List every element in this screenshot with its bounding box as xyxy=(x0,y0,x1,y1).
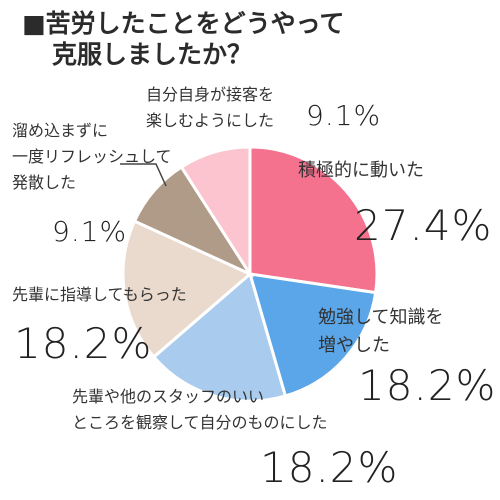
pct-mentor: 18.2% xyxy=(14,319,153,368)
pct-enjoy: 9.1% xyxy=(306,99,382,132)
leader-line-refresh xyxy=(120,163,167,187)
chart-title: ■苦労したことをどうやって 克服しましたか？ xyxy=(22,8,344,70)
label-refresh-line2: 一度リフレッシュして xyxy=(12,147,172,166)
pct-active: 27.4% xyxy=(354,201,493,250)
pct-observe: 18.2% xyxy=(260,443,399,492)
pct-study: 18.2% xyxy=(358,361,497,410)
label-enjoy-line2: 楽しむようにした xyxy=(146,111,275,130)
label-study: 勉強して知識を 増やした xyxy=(318,304,443,360)
label-refresh-line3: 発散した xyxy=(12,173,77,192)
pie-slice-mentor xyxy=(121,219,253,360)
label-study-line2: 増やした xyxy=(318,335,390,356)
pct-refresh: 9.1% xyxy=(52,215,128,248)
pie-slice-active xyxy=(248,145,379,295)
pie-slice-observe xyxy=(151,271,288,403)
title-marker: ■ xyxy=(22,9,46,38)
title-line-2: 克服しましたか？ xyxy=(52,40,253,69)
label-observe-line1: 先輩や他のスタッフのいい xyxy=(72,387,265,406)
label-enjoy: 自分自身が接客を 楽しむようにした xyxy=(146,82,274,134)
label-active: 積極的に動いた xyxy=(298,160,424,181)
title-line-1: 苦労したことをどうやって xyxy=(45,9,345,38)
label-observe: 先輩や他のスタッフのいい ところを観察して自分のものにした xyxy=(72,384,328,436)
label-enjoy-line1: 自分自身が接客を xyxy=(146,85,275,104)
pie-slice-study xyxy=(247,272,378,398)
pie-slice-enjoy xyxy=(179,145,252,280)
label-study-line1: 勉強して知識を xyxy=(318,307,444,328)
label-refresh-line1: 溜め込まずに xyxy=(12,121,109,140)
label-observe-line2: ところを観察して自分のものにした xyxy=(72,413,328,432)
label-mentor: 先輩に指導してもらった xyxy=(12,285,187,304)
label-refresh: 溜め込まずに 一度リフレッシュして 発散した xyxy=(12,118,172,196)
